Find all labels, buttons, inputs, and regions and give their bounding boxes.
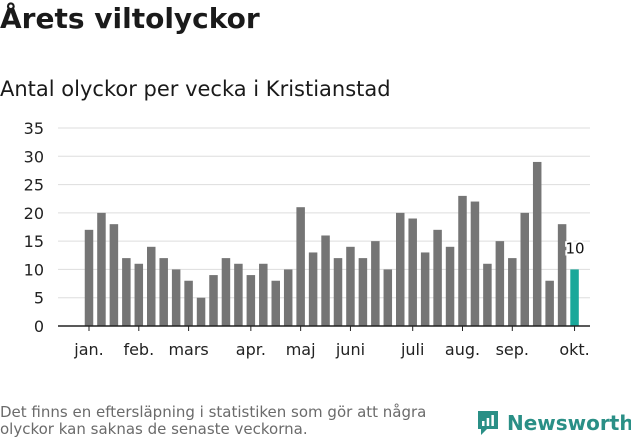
bars bbox=[84, 161, 579, 326]
bar bbox=[147, 246, 156, 326]
bar bbox=[570, 269, 579, 326]
bar bbox=[259, 263, 268, 326]
bar bbox=[308, 252, 318, 326]
bar bbox=[234, 263, 243, 326]
bar bbox=[433, 229, 442, 326]
bar bbox=[97, 212, 106, 326]
y-tick-label: 5 bbox=[34, 289, 44, 308]
bar bbox=[532, 161, 542, 326]
bar bbox=[296, 207, 305, 326]
y-tick-label: 10 bbox=[24, 260, 44, 279]
bar bbox=[134, 263, 144, 326]
x-tick-label: maj bbox=[286, 340, 316, 359]
bar bbox=[333, 258, 343, 326]
brand-name: Newsworthy bbox=[507, 411, 631, 435]
bar bbox=[109, 224, 119, 326]
chart-subtitle: Antal olyckor per vecka i Kristianstad bbox=[0, 77, 391, 101]
bar bbox=[396, 212, 405, 326]
x-tick-label: okt. bbox=[559, 340, 589, 359]
bar bbox=[171, 269, 181, 326]
newsworthy-logo-icon bbox=[478, 411, 498, 435]
x-tick-label: juli bbox=[400, 340, 424, 359]
y-tick-label: 30 bbox=[24, 147, 44, 166]
x-tick-label: juni bbox=[335, 340, 365, 359]
bar bbox=[483, 263, 492, 326]
bar bbox=[408, 218, 417, 326]
y-tick-label: 25 bbox=[24, 176, 44, 195]
bar bbox=[321, 235, 330, 326]
bar bbox=[557, 224, 567, 326]
bar bbox=[470, 201, 480, 326]
bar bbox=[184, 280, 193, 326]
bar bbox=[371, 241, 380, 326]
bar bbox=[246, 275, 256, 326]
bar bbox=[420, 252, 430, 326]
bar bbox=[508, 258, 517, 326]
brand-logo[interactable]: Newsworthy bbox=[476, 409, 631, 437]
bar bbox=[545, 280, 554, 326]
bar bbox=[346, 246, 355, 326]
bar bbox=[520, 212, 529, 326]
x-tick-label: apr. bbox=[236, 340, 266, 359]
bar bbox=[221, 258, 231, 326]
bar bbox=[271, 280, 280, 326]
x-tick-label: mars bbox=[168, 340, 208, 359]
bar bbox=[159, 258, 168, 326]
y-tick-label: 35 bbox=[24, 119, 44, 138]
weekly-accidents-bar-chart: 0 5 10 15 20 25 30 35 jan. feb. mars apr. maj juni ju… bbox=[24, 119, 590, 359]
bar bbox=[84, 229, 94, 326]
data-labels: 10 bbox=[564, 237, 587, 259]
bar bbox=[283, 269, 293, 326]
bar bbox=[458, 195, 467, 326]
footnote: Det finns en eftersläpning i statistiken… bbox=[0, 403, 427, 438]
bar bbox=[358, 258, 368, 326]
y-tick-label: 0 bbox=[34, 317, 44, 336]
data-label: 10 bbox=[566, 239, 585, 257]
x-tick-label: jan. bbox=[73, 340, 103, 359]
y-axis-tick-labels: 0 5 10 15 20 25 30 35 bbox=[24, 119, 44, 336]
x-axis bbox=[58, 325, 590, 331]
y-tick-label: 20 bbox=[24, 204, 44, 223]
bar bbox=[383, 269, 393, 326]
x-tick-label: feb. bbox=[123, 340, 154, 359]
x-tick-label: sep. bbox=[496, 340, 529, 359]
bar bbox=[196, 297, 206, 326]
x-tick-label: aug. bbox=[445, 340, 480, 359]
x-axis-tick-labels: jan. feb. mars apr. maj juni juli aug. sep. okt. bbox=[73, 340, 590, 359]
y-tick-label: 15 bbox=[24, 232, 44, 251]
bar bbox=[445, 246, 455, 326]
bar bbox=[122, 258, 131, 326]
bar bbox=[209, 275, 218, 326]
bar bbox=[495, 241, 505, 326]
chart-title: Årets viltolyckor bbox=[0, 2, 260, 35]
